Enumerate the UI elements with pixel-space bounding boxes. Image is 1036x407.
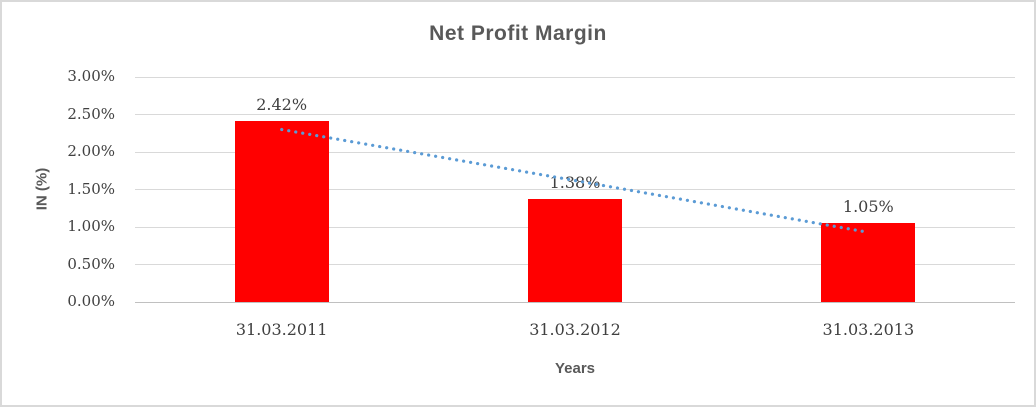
y-tick-label: 3.00% xyxy=(67,67,115,85)
gridline xyxy=(135,76,1015,78)
bar xyxy=(528,198,622,302)
y-tick-label: 0.50% xyxy=(67,254,115,273)
y-tick-label: 1.50% xyxy=(67,179,115,198)
x-tick-label: 31.03.2012 xyxy=(529,320,621,339)
data-label: 2.42% xyxy=(256,94,308,114)
y-tick-label: 2.00% xyxy=(67,142,115,160)
gridline xyxy=(135,114,1015,115)
x-tick-label: 31.03.2011 xyxy=(235,320,328,339)
chart-title: Net Profit Margin xyxy=(429,22,607,45)
y-tick-label: 0.00% xyxy=(67,292,115,310)
y-tick-label: 1.00% xyxy=(67,217,115,235)
bar xyxy=(821,223,916,302)
x-tick-label: 31.03.2013 xyxy=(822,320,915,339)
bar xyxy=(234,120,329,302)
data-label: 1.38% xyxy=(549,172,601,192)
x-axis-title: Years xyxy=(554,360,596,377)
data-label: 1.05% xyxy=(842,197,894,217)
y-tick-label: 2.50% xyxy=(67,104,115,123)
x-axis-line xyxy=(135,301,1015,303)
